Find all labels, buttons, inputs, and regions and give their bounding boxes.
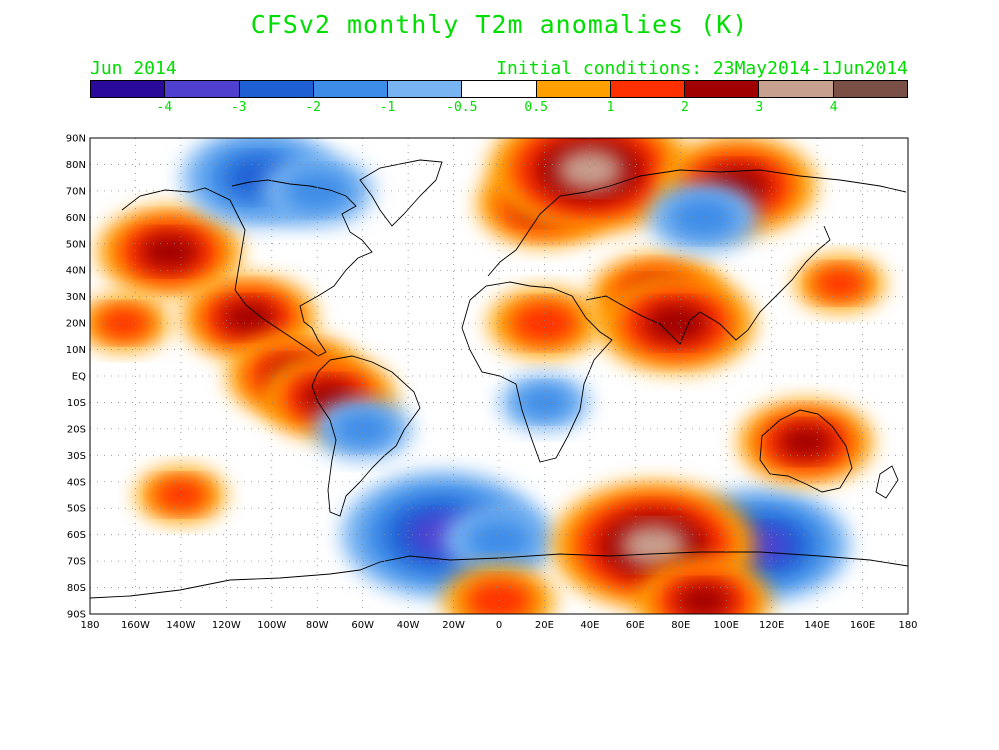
latitude-tick-label: 50S [67,504,86,515]
forecast-month-label: Jun 2014 [90,58,177,79]
anomaly-region [138,232,201,271]
colorbar-swatch [388,81,463,97]
latitude-tick-label: 40S [67,477,86,488]
plot-area: 90N 80N 70N 60N 50N 40N 30N 20N 10N EQ 10S 20S 30S 40… [66,134,918,632]
latitude-tick-label: 90N [66,134,86,145]
colorbar-tick-label: 2 [680,100,689,115]
latitude-tick-label: 60S [67,530,86,541]
coastline-new-zealand [875,465,899,499]
longitude-tick-label: 60W [351,620,374,631]
latitude-labels: 90N 80N 70N 60N 50N 40N 30N 20N 10N EQ 10S 20S 30S 40… [66,134,86,621]
anomaly-region [669,196,738,239]
longitude-tick-label: 120W [212,620,241,631]
coastlines [90,159,908,599]
longitude-tick-label: 160W [121,620,150,631]
colorbar-swatch [239,81,314,97]
coastline-south-america [311,355,421,517]
anomaly-region [642,302,710,345]
colorbar-swatch [536,81,611,97]
latitude-tick-label: 20N [66,319,86,330]
colorbar-tick-label: -1 [379,100,396,115]
coastline-asia [585,225,831,345]
longitude-tick-label: 40E [580,620,599,631]
longitude-tick-label: 0 [496,620,502,631]
longitude-tick-label: 180 [898,620,917,631]
longitude-tick-label: 80W [306,620,329,631]
anomaly-region [776,424,835,461]
longitude-tick-label: 40W [397,620,420,631]
latitude-tick-label: 80S [67,583,86,594]
colorbar-swatch [759,81,834,97]
longitude-tick-label: 140E [804,620,829,631]
latitude-tick-label: EQ [72,372,86,383]
anomaly-region [97,306,151,340]
coastline-north-america [121,179,373,357]
gridlines [90,138,908,614]
colorbar-ticks: -4 -3 -2 -1 -0.5 0.5 1 2 3 4 [90,100,908,118]
longitude-tick-label: 140W [166,620,195,631]
longitude-tick-label: 160E [850,620,875,631]
colorbar-tick-label: 4 [829,100,838,115]
colorbar-swatch [833,81,907,97]
latitude-tick-label: 10S [67,398,86,409]
coastline-europe [487,169,907,277]
longitude-tick-label: 20W [442,620,465,631]
anomaly-region [220,299,278,336]
longitude-tick-label: 100W [257,620,286,631]
latitude-tick-label: 80N [66,160,86,171]
coastline-africa [461,281,613,463]
colorbar-tick-label: -3 [230,100,247,115]
longitude-labels: 180 160W 140W 120W 100W 80W 60W 40W 20W 0 20E 40E 60… [80,620,917,631]
colorbar-swatch [685,81,760,97]
anomaly-region [517,385,572,420]
initial-conditions-label: Initial conditions: 23May2014-1Jun2014 [496,58,908,79]
colorbar-swatch [462,81,537,97]
colorbar [90,80,908,98]
longitude-tick-label: 120E [759,620,784,631]
colorbar-swatch [610,81,686,97]
colorbar-tick-label: -2 [305,100,321,115]
colorbar-swatch [91,81,166,97]
colorbar-tick-label: -4 [156,100,173,115]
latitude-tick-label: 10N [66,345,86,356]
anomaly-region [465,579,533,614]
longitude-tick-label: 180 [80,620,99,631]
latitude-tick-label: 20S [67,424,86,435]
latitude-tick-label: 40N [66,266,86,277]
anomaly-region [283,169,351,212]
longitude-tick-label: 20E [535,620,554,631]
coastline-australia [759,409,853,493]
latitude-tick-label: 90S [67,610,86,621]
latitude-tick-label: 30N [66,292,86,303]
anomaly-region [812,266,867,301]
anomaly-region [619,524,688,567]
colorbar-tick-label: 3 [755,100,764,115]
colorbar-tick-label: 1 [606,100,615,115]
longitude-tick-label: 100E [714,620,739,631]
latitude-tick-label: 30S [67,451,86,462]
colorbar-tick-label: -0.5 [446,100,478,115]
colorbar-tick-label: 0.5 [524,100,548,115]
colorbar-swatch [165,81,240,97]
latitude-tick-label: 60N [66,213,86,224]
latitude-tick-label: 50N [66,239,86,250]
coastline-greenland [359,159,443,227]
plot-frame [89,137,909,615]
anomaly-region [510,302,579,345]
anomaly-region [674,582,733,614]
anomaly-field [90,138,885,614]
latitude-tick-label: 70S [67,557,86,568]
longitude-tick-label: 80E [671,620,690,631]
longitude-tick-label: 60E [626,620,645,631]
coastline-antarctica [90,551,908,599]
anomaly-region [556,148,624,191]
anomaly-region [465,518,533,561]
anomaly-region [333,410,393,448]
map-title: CFSv2 monthly T2m anomalies (K) [250,10,749,39]
colorbar-swatch [313,81,389,97]
latitude-tick-label: 70N [66,186,86,197]
